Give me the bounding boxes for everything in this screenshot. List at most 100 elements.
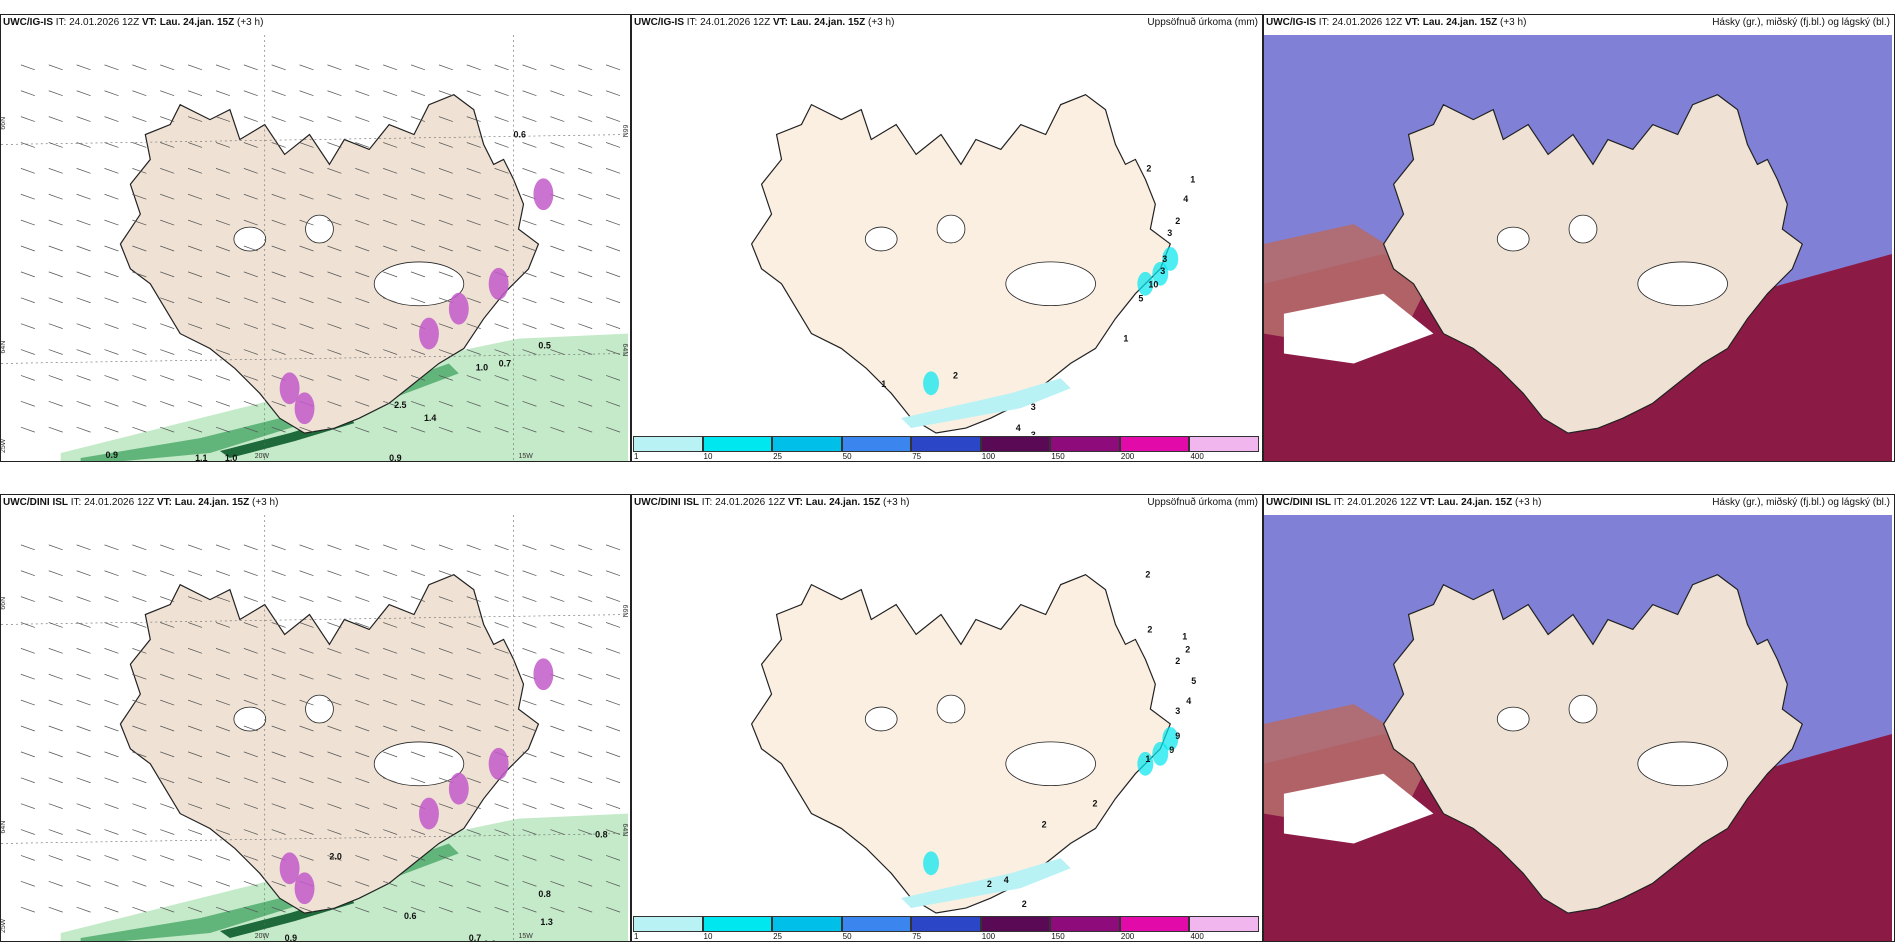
wind-barb	[355, 400, 370, 407]
colorbar-tick-label: 10	[703, 932, 713, 941]
wind-barb	[160, 777, 175, 784]
wind-barb	[20, 375, 35, 381]
wind-barb	[466, 855, 481, 861]
wind-barb	[466, 168, 481, 174]
wind-barb	[160, 168, 175, 174]
wind-barb	[410, 116, 426, 122]
wind-barb	[160, 699, 175, 706]
wind-barb	[160, 90, 175, 97]
wind-barb	[215, 699, 231, 706]
contour-value-label: 0.6	[514, 130, 526, 140]
contour-value-label: 9	[1175, 731, 1180, 741]
grid-label: 64N	[1, 821, 7, 834]
glacier-outline	[864, 226, 898, 252]
wind-barb	[187, 297, 203, 304]
wind-barb	[48, 855, 63, 861]
wind-barb	[299, 751, 314, 758]
wind-barb	[160, 544, 175, 551]
wind-barb	[215, 426, 231, 433]
wind-barb	[187, 90, 203, 97]
wind-barb	[76, 673, 91, 680]
wind-barb	[355, 622, 370, 628]
latitude-line	[1, 353, 628, 364]
wind-barb	[383, 751, 398, 758]
wind-barb	[605, 544, 621, 551]
grid-label: 25W	[1, 438, 7, 453]
wind-barb	[383, 245, 398, 252]
wind-barb	[48, 116, 63, 122]
wind-barb	[187, 803, 203, 809]
wind-barb	[355, 906, 370, 913]
wind-barb	[550, 142, 565, 148]
wind-barb	[132, 375, 147, 381]
panel-title: Uppsöfnuð úrkoma (mm)	[1147, 497, 1258, 508]
wind-barb	[48, 271, 63, 278]
panel-precip-ig-is: UWC/IG-IS IT: 24.01.2026 12Z VT: Lau. 24…	[631, 14, 1263, 462]
wind-barb	[132, 803, 147, 809]
precip-colorbar: 1 10 25 50 75 100 150 200 400	[633, 916, 1261, 941]
wind-barb	[271, 349, 286, 355]
wind-barb	[160, 803, 175, 809]
wind-barb	[48, 751, 63, 758]
wind-barb	[271, 90, 286, 97]
wind-barb	[48, 725, 63, 732]
model-name: UWC/DINI ISL	[3, 497, 68, 508]
init-time-label: IT:	[701, 497, 713, 508]
wind-barb	[410, 375, 426, 381]
model-name: UWC/IG-IS	[1266, 17, 1316, 28]
wind-barb	[605, 725, 621, 732]
wind-barb	[104, 323, 119, 329]
wind-barb	[76, 648, 91, 654]
wind-barb	[160, 193, 175, 200]
contour-value-label: 0.7	[469, 933, 481, 941]
valid-time-value: Lau. 24.jan. 15Z	[805, 497, 881, 508]
panel-title: Uppsöfnuð úrkoma (mm)	[1147, 17, 1258, 28]
glacier-outline	[936, 214, 966, 244]
wind-barb	[383, 375, 398, 381]
wind-barb	[132, 596, 147, 602]
contour-value-label: 2	[953, 370, 958, 380]
wind-barb	[243, 596, 258, 602]
iceland-landmass	[119, 574, 540, 914]
wind-barb	[438, 699, 453, 706]
wind-barb	[271, 777, 286, 784]
wind-barb	[160, 570, 175, 577]
init-time-label: IT:	[55, 17, 67, 28]
contour-value-label: 0.7	[499, 358, 511, 368]
wind-barb	[215, 803, 231, 809]
wind-barb	[299, 777, 314, 784]
wind-barb	[20, 777, 35, 784]
wind-barb	[132, 673, 147, 680]
wind-barb	[132, 648, 147, 654]
grid-label: 64N	[1, 341, 7, 354]
wind-barb	[438, 596, 453, 602]
wind-barb	[550, 570, 565, 577]
wind-barb	[271, 400, 286, 407]
wind-barb	[104, 725, 119, 732]
model-name: UWC/IG-IS	[634, 17, 684, 28]
wind-barb	[438, 803, 453, 809]
wind-barb	[355, 596, 370, 602]
glacier-outline	[1568, 214, 1598, 244]
wind-barb	[76, 64, 91, 71]
wind-barb	[271, 142, 286, 148]
wind-barb	[271, 622, 286, 628]
wind-barb	[76, 699, 91, 706]
wind-barb	[550, 751, 565, 758]
init-time-value: 24.01.2026 12Z	[69, 17, 140, 28]
wind-barb	[383, 219, 398, 226]
wind-barb	[187, 116, 203, 122]
wind-barb	[578, 193, 593, 200]
wind-barb	[522, 271, 537, 278]
wind-barb	[160, 648, 175, 654]
wind-barb	[578, 596, 593, 602]
wind-barb	[299, 349, 314, 355]
wind-barb	[550, 168, 565, 174]
wind-barb	[494, 245, 509, 252]
wind-barb	[522, 777, 537, 784]
precip-cell	[923, 851, 940, 876]
wind-barb	[327, 349, 342, 355]
wind-barb	[187, 544, 203, 551]
wind-barb	[299, 622, 314, 628]
contour-value-label: 2	[1093, 799, 1098, 809]
